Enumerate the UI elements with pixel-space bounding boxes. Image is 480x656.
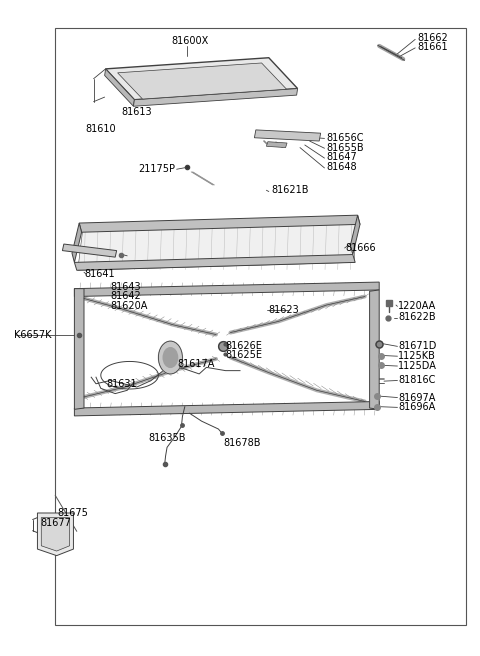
Polygon shape <box>74 282 379 297</box>
Polygon shape <box>37 513 73 556</box>
Polygon shape <box>72 223 82 262</box>
Text: 81675: 81675 <box>58 508 88 518</box>
Polygon shape <box>74 401 379 416</box>
Text: 81656C: 81656C <box>326 133 364 143</box>
Text: 81635B: 81635B <box>149 432 186 443</box>
Text: 81623: 81623 <box>269 305 300 316</box>
Polygon shape <box>78 223 356 270</box>
Text: 81671D: 81671D <box>398 341 437 352</box>
Text: 81621B: 81621B <box>271 185 309 195</box>
Text: 81648: 81648 <box>326 162 357 173</box>
Text: 81666: 81666 <box>346 243 376 253</box>
Text: 81655B: 81655B <box>326 142 364 153</box>
Polygon shape <box>254 130 321 141</box>
Polygon shape <box>41 518 70 551</box>
Text: 81620A: 81620A <box>110 301 148 312</box>
Text: 81642: 81642 <box>110 291 141 301</box>
Text: 81613: 81613 <box>121 106 152 117</box>
Text: 81662: 81662 <box>418 33 448 43</box>
Text: 81626E: 81626E <box>226 340 263 351</box>
Polygon shape <box>106 58 298 100</box>
Polygon shape <box>105 69 134 106</box>
Text: 81643: 81643 <box>110 281 141 292</box>
Polygon shape <box>62 244 117 257</box>
Polygon shape <box>118 63 287 99</box>
Text: 1125KB: 1125KB <box>398 351 436 361</box>
Text: 81641: 81641 <box>84 269 115 279</box>
Text: 81696A: 81696A <box>398 402 436 413</box>
Text: K6657K: K6657K <box>14 329 52 340</box>
Text: 1125DA: 1125DA <box>398 361 437 371</box>
Text: 81677: 81677 <box>41 518 72 528</box>
Text: 81622B: 81622B <box>398 312 436 322</box>
Text: 81647: 81647 <box>326 152 357 163</box>
Text: 81631: 81631 <box>107 379 137 389</box>
Text: 81625E: 81625E <box>226 350 263 360</box>
Circle shape <box>158 341 182 374</box>
Text: 1220AA: 1220AA <box>398 301 437 312</box>
Text: 81610: 81610 <box>85 124 116 134</box>
Text: 81697A: 81697A <box>398 392 436 403</box>
Text: 21175P: 21175P <box>138 164 175 174</box>
Text: 81600X: 81600X <box>171 35 208 46</box>
Polygon shape <box>74 289 84 409</box>
Bar <box>55 28 466 625</box>
Circle shape <box>163 348 178 367</box>
Text: 81617A: 81617A <box>178 359 215 369</box>
Polygon shape <box>133 89 298 106</box>
Polygon shape <box>74 255 355 270</box>
Text: 81661: 81661 <box>418 42 448 52</box>
Polygon shape <box>266 142 287 148</box>
Polygon shape <box>79 215 360 232</box>
Text: 81816C: 81816C <box>398 375 436 386</box>
Polygon shape <box>370 290 379 409</box>
Text: 81678B: 81678B <box>223 438 261 448</box>
Polygon shape <box>350 215 360 255</box>
